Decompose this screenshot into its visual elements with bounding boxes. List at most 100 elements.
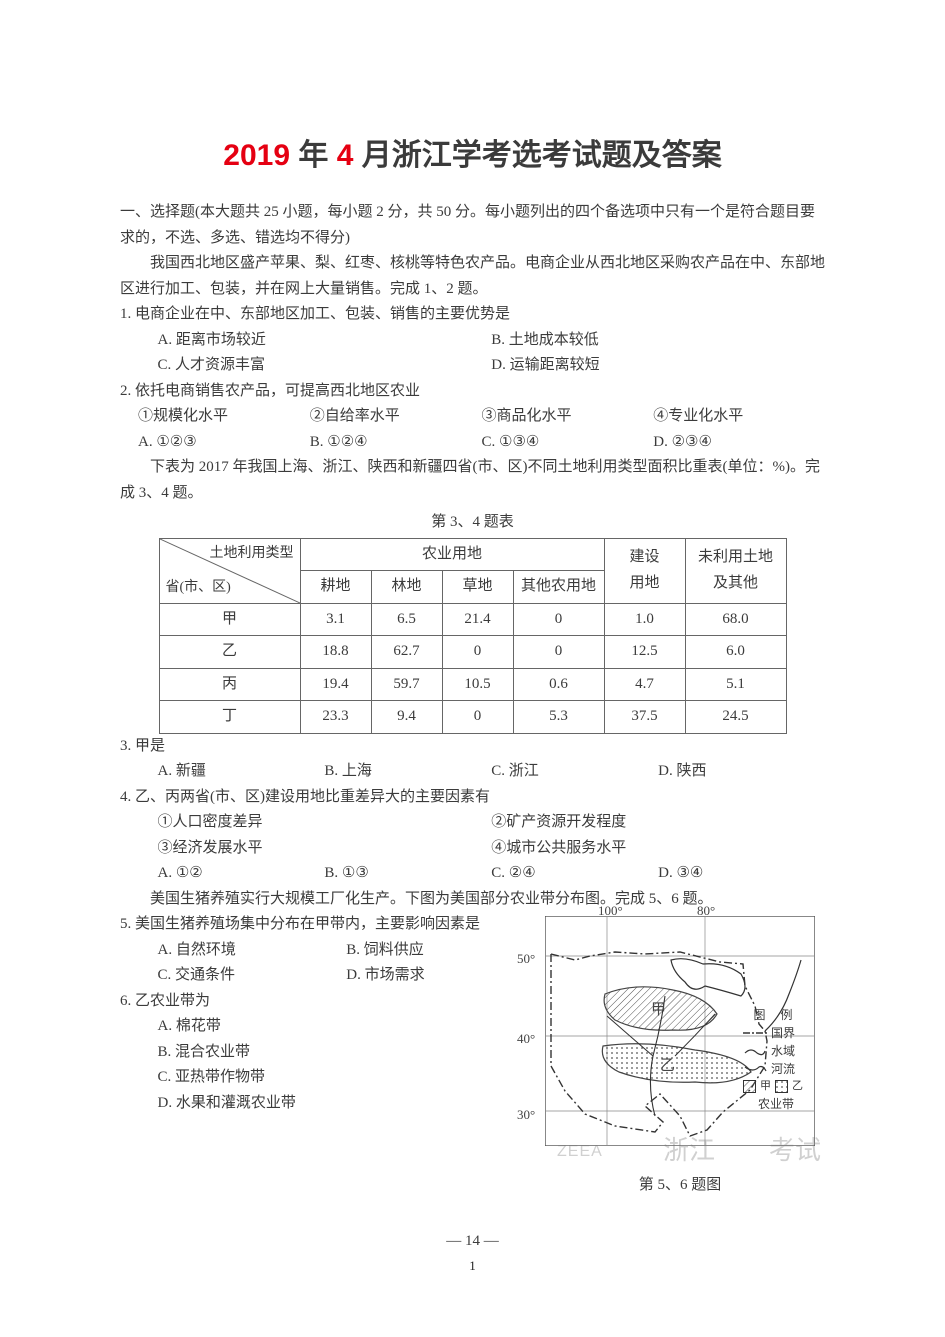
map-label-yi: 乙 (660, 1054, 675, 1080)
legend-belts: 甲 乙 (743, 1078, 809, 1095)
legend-yi-label: 乙 (792, 1078, 803, 1095)
table-cell: 5.3 (513, 701, 604, 734)
page-number: — 14 — (120, 1229, 825, 1255)
q5-option-b: B. 饲料供应 (346, 938, 535, 964)
q3-option-c: C. 浙江 (491, 759, 658, 785)
q2-option-a: A. ①②③ (138, 430, 310, 456)
q1-stem: 1. 电商企业在中、东部地区加工、包装、销售的主要优势是 (120, 302, 825, 328)
table-head-unused: 未利用土地及其他 (685, 538, 786, 603)
map-lat-40: 40° (517, 1028, 535, 1050)
intro-1-2: 我国西北地区盛产苹果、梨、红枣、核桃等特色农产品。电商企业从西北地区采购农产品在… (120, 251, 825, 302)
q1-option-c: C. 人才资源丰富 (158, 353, 492, 379)
table-row-name: 丁 (159, 701, 300, 734)
legend-water: 水域 (743, 1042, 809, 1060)
map-label-jia: 甲 (651, 998, 666, 1024)
q5-option-d: D. 市场需求 (346, 963, 535, 989)
table-subhead: 耕地 (300, 571, 371, 604)
table-cell: 23.3 (300, 701, 371, 734)
q2-option-d: D. ②③④ (653, 430, 825, 456)
q1-option-a: A. 距离市场较近 (158, 328, 492, 354)
table-cell: 3.1 (300, 603, 371, 636)
corner-top: 土地利用类型 (210, 542, 294, 566)
table-cell: 9.4 (371, 701, 442, 734)
table-row: 乙18.862.70012.56.0 (159, 636, 786, 669)
q4-options: A. ①② B. ①③ C. ②④ D. ③④ (120, 861, 825, 887)
q6-option-a: A. 棉花带 (120, 1014, 535, 1040)
table-cell: 24.5 (685, 701, 786, 734)
table-cell: 10.5 (442, 668, 513, 701)
table-row-name: 丙 (159, 668, 300, 701)
q4-factor-4: ④城市公共服务水平 (491, 836, 825, 862)
legend-river-label: 河流 (771, 1060, 795, 1078)
map-caption: 第 5、6 题图 (535, 1173, 825, 1199)
legend-water-label: 水域 (771, 1042, 795, 1060)
table-corner-cell: 土地利用类型省(市、区) (159, 538, 300, 603)
q2-stem: 2. 依托电商销售农产品，可提高西北地区农业 (120, 379, 825, 405)
body: 一、选择题(本大题共 25 小题，每小题 2 分，共 50 分。每小题列出的四个… (120, 200, 825, 1254)
q4-factor-2: ②矿产资源开发程度 (491, 810, 825, 836)
title-month: 4 (337, 139, 354, 172)
q3-option-a: A. 新疆 (158, 759, 325, 785)
q3-option-b: B. 上海 (324, 759, 491, 785)
watermark-ks: 考试 (769, 1129, 821, 1173)
q5-stem: 5. 美国生猪养殖场集中分布在甲带内，主要影响因素是 (120, 912, 535, 938)
q6-stem: 6. 乙农业带为 (120, 989, 535, 1015)
legend-belt-label: 农业带 (743, 1095, 809, 1113)
table-cell: 4.7 (604, 668, 685, 701)
q4-stem: 4. 乙、丙两省(市、区)建设用地比重差异大的主要因素有 (120, 785, 825, 811)
section-heading: 一、选择题(本大题共 25 小题，每小题 2 分，共 50 分。每小题列出的四个… (120, 200, 825, 251)
map-lat-30: 30° (517, 1104, 535, 1126)
q2-factor-3: ③商品化水平 (482, 404, 654, 430)
q5-options-row1: A. 自然环境 B. 饲料供应 (120, 938, 535, 964)
map-legend: 图 例 国界 水域 河流 (743, 1006, 809, 1113)
table-row-name: 乙 (159, 636, 300, 669)
table-cell: 0 (442, 701, 513, 734)
legend-border: 国界 (743, 1024, 809, 1042)
table-row: 甲3.16.521.401.068.0 (159, 603, 786, 636)
table-cell: 5.1 (685, 668, 786, 701)
q2-option-c: C. ①③④ (482, 430, 654, 456)
table-cell: 0 (513, 603, 604, 636)
footer-page-num: 1 (0, 1258, 945, 1274)
table-cell: 1.0 (604, 603, 685, 636)
us-map: 100° 80° 50° 40° 30° 甲 乙 图 例 国界 (545, 916, 815, 1171)
table-cell: 21.4 (442, 603, 513, 636)
map-column: 100° 80° 50° 40° 30° 甲 乙 图 例 国界 (535, 912, 825, 1199)
table-caption: 第 3、4 题表 (120, 510, 825, 536)
title-rest: 月浙江学考选考试题及答案 (353, 139, 721, 172)
q4-option-b: B. ①③ (324, 861, 491, 887)
map-lon-100: 100° (598, 900, 623, 922)
map-lat-50: 50° (517, 948, 535, 970)
q2-factor-1: ①规模化水平 (138, 404, 310, 430)
intro-5-6: 美国生猪养殖实行大规模工厂化生产。下图为美国部分农业带分布图。完成 5、6 题。 (120, 887, 825, 913)
table-cell: 68.0 (685, 603, 786, 636)
table-subhead: 草地 (442, 571, 513, 604)
q6-option-d: D. 水果和灌溉农业带 (120, 1091, 535, 1117)
q3-options: A. 新疆 B. 上海 C. 浙江 D. 陕西 (120, 759, 825, 785)
q2-factor-4: ④专业化水平 (653, 404, 825, 430)
table-cell: 18.8 (300, 636, 371, 669)
q4-factors-row2: ③经济发展水平 ④城市公共服务水平 (120, 836, 825, 862)
table-head-agri: 农业用地 (300, 538, 604, 571)
q5-options-row2: C. 交通条件 D. 市场需求 (120, 963, 535, 989)
table-cell: 0 (513, 636, 604, 669)
q5-option-c: C. 交通条件 (158, 963, 347, 989)
table-cell: 0 (442, 636, 513, 669)
table-cell: 62.7 (371, 636, 442, 669)
q4-option-c: C. ②④ (491, 861, 658, 887)
q1-options-row2: C. 人才资源丰富 D. 运输距离较短 (120, 353, 825, 379)
q5-q6-text: 5. 美国生猪养殖场集中分布在甲带内，主要影响因素是 A. 自然环境 B. 饲料… (120, 912, 535, 1199)
q6-option-c: C. 亚热带作物带 (120, 1065, 535, 1091)
table-row-name: 甲 (159, 603, 300, 636)
table-cell: 6.5 (371, 603, 442, 636)
watermark-zj: 浙江 (663, 1129, 715, 1173)
exam-page: 2019 年 4 月浙江学考选考试题及答案 一、选择题(本大题共 25 小题，每… (0, 0, 945, 1314)
q5-option-a: A. 自然环境 (158, 938, 347, 964)
table-subhead: 其他农用地 (513, 571, 604, 604)
table-intro: 下表为 2017 年我国上海、浙江、陕西和新疆四省(市、区)不同土地利用类型面积… (120, 455, 825, 506)
table-cell: 59.7 (371, 668, 442, 701)
q2-option-b: B. ①②④ (310, 430, 482, 456)
map-lon-80: 80° (697, 900, 715, 922)
q2-options: A. ①②③ B. ①②④ C. ①③④ D. ②③④ (120, 430, 825, 456)
corner-bottom: 省(市、区) (166, 576, 231, 600)
